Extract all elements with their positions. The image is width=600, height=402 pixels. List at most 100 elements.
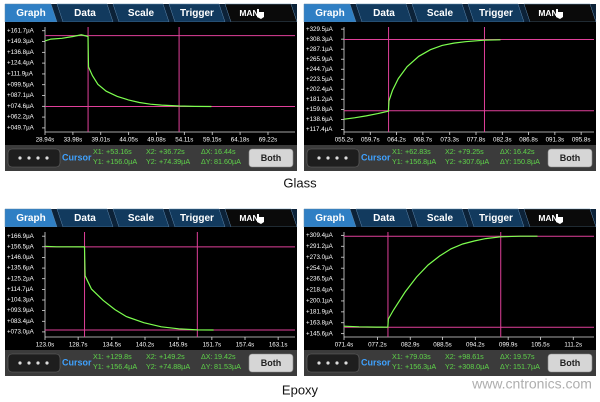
readout-value: +74.88µA	[159, 362, 190, 371]
x-tick-label: 39.01s	[91, 137, 110, 144]
tab-label[interactable]: Trigger	[479, 213, 513, 224]
y-tick-label: +273.0µA	[306, 254, 334, 261]
cursor-label: Cursor	[361, 152, 391, 162]
tab-label[interactable]: Scale	[427, 8, 454, 19]
trace	[343, 235, 538, 328]
x-tick-label: 071.4s	[335, 342, 354, 349]
tab-label[interactable]: MAN	[239, 213, 258, 223]
readout-name: ΔY:	[500, 157, 511, 166]
tab-label[interactable]: Graph	[315, 213, 344, 224]
menu-dot	[317, 361, 321, 365]
readout-name: X2:	[146, 147, 157, 156]
trace	[44, 245, 214, 331]
readout-value: +74.39µA	[159, 157, 190, 166]
menu-dot	[18, 156, 22, 160]
readout-name: X2:	[445, 147, 456, 156]
readout-name: Y1:	[392, 157, 403, 166]
x-tick-label: 49.08s	[147, 137, 166, 144]
x-tick-label: 44.05s	[119, 137, 138, 144]
both-label[interactable]: Both	[261, 358, 282, 368]
cursor-label: Cursor	[62, 357, 92, 367]
tab-label[interactable]: Scale	[427, 213, 454, 224]
menu-dot	[344, 361, 348, 365]
cursor-label: Cursor	[62, 152, 92, 162]
y-tick-label: +309.4µA	[306, 232, 334, 239]
tab-label[interactable]: Data	[74, 213, 96, 224]
both-label[interactable]: Both	[261, 153, 282, 163]
tab-label[interactable]: MAN	[538, 8, 557, 18]
y-tick-label: +223.5µA	[306, 76, 334, 83]
menu-button[interactable]	[7, 353, 61, 373]
both-button[interactable]	[547, 353, 593, 373]
both-button[interactable]	[248, 353, 294, 373]
readout-name: X1:	[93, 147, 104, 156]
tab-label[interactable]: Graph	[315, 8, 344, 19]
y-tick-label: +156.5µA	[7, 243, 35, 250]
tab-label[interactable]: Scale	[128, 213, 155, 224]
x-tick-label: 59.15s	[203, 137, 222, 144]
x-tick-label: 33.98s	[64, 137, 83, 144]
plot-area	[304, 227, 596, 350]
y-tick-label: +125.2µA	[7, 275, 35, 282]
both-label[interactable]: Both	[560, 358, 581, 368]
menu-button[interactable]	[306, 148, 360, 168]
readout-value: +79.03s	[405, 352, 431, 361]
tab-label[interactable]: Data	[74, 8, 96, 19]
y-tick-label: +099.5µA	[7, 81, 35, 88]
both-button[interactable]	[248, 148, 294, 168]
tab-label[interactable]: Trigger	[180, 8, 214, 19]
tab-label[interactable]: Data	[373, 213, 395, 224]
x-tick-label: 064.2s	[387, 137, 406, 144]
y-tick-label: +329.5µA	[306, 26, 334, 33]
menu-dot	[335, 361, 339, 365]
plot-area	[5, 22, 297, 145]
y-tick-label: +181.2µA	[306, 96, 334, 103]
readout-value: +129.8s	[106, 352, 132, 361]
tab-label[interactable]: Data	[373, 8, 395, 19]
readout-name: Y2:	[146, 157, 157, 166]
both-label[interactable]: Both	[560, 153, 581, 163]
y-tick-label: +149.3µA	[7, 38, 35, 45]
tab-label[interactable]: Scale	[128, 8, 155, 19]
readout-value: +156.3µA	[405, 362, 436, 371]
readout-value: +62.83s	[405, 147, 431, 156]
y-tick-label: +049.7µA	[7, 125, 35, 132]
y-tick-label: +161.7µA	[7, 27, 35, 34]
x-tick-label: 105.5s	[531, 342, 550, 349]
x-tick-label: 091.3s	[546, 137, 565, 144]
tab-label[interactable]: MAN	[239, 8, 258, 18]
both-button[interactable]	[547, 148, 593, 168]
x-tick-label: 059.7s	[361, 137, 380, 144]
y-tick-label: +124.4µA	[7, 60, 35, 67]
readout-name: Y2:	[445, 157, 456, 166]
readout-name: ΔX:	[500, 352, 512, 361]
y-tick-label: +181.9µA	[306, 309, 334, 316]
readout-value: +98.61s	[458, 352, 484, 361]
x-tick-label: 134.5s	[103, 342, 122, 349]
y-tick-label: +145.6µA	[306, 330, 334, 337]
tab-label[interactable]: MAN	[538, 213, 557, 223]
readout-value: +53.16s	[106, 147, 132, 156]
menu-dot	[317, 156, 321, 160]
readout-value: 81.53µA	[214, 362, 241, 371]
readout-value: 150.8µA	[513, 157, 540, 166]
hand-icon	[556, 9, 563, 19]
y-tick-label: +163.8µA	[306, 319, 334, 326]
tab-label[interactable]: Graph	[16, 8, 45, 19]
menu-dot	[335, 156, 339, 160]
readout-name: Y2:	[146, 362, 157, 371]
caption: Epoxy	[282, 382, 319, 397]
readout-value: +149.2s	[159, 352, 185, 361]
readout-value: 151.7µA	[513, 362, 540, 371]
tab-label[interactable]: Graph	[16, 213, 45, 224]
y-tick-label: +083.4µA	[7, 318, 35, 325]
y-tick-label: +202.4µA	[306, 86, 334, 93]
tab-label[interactable]: Trigger	[180, 213, 214, 224]
x-tick-label: 094.2s	[466, 342, 485, 349]
hand-icon	[257, 9, 264, 19]
menu-button[interactable]	[306, 353, 360, 373]
tab-label[interactable]: Trigger	[479, 8, 513, 19]
menu-button[interactable]	[7, 148, 61, 168]
readout-name: X2:	[445, 352, 456, 361]
